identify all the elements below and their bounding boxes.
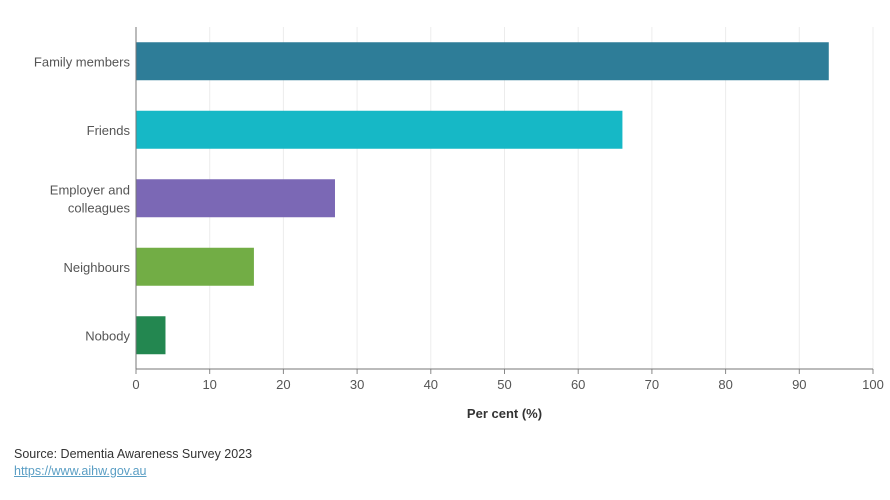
source-note: Source: Dementia Awareness Survey 2023 h… <box>14 446 252 480</box>
bar-chart: Family members Friends Employer and colleag… <box>34 27 884 421</box>
x-tick-label: 0 <box>132 377 139 392</box>
bar[interactable] <box>136 247 254 286</box>
category-label: Neighbours <box>64 260 131 275</box>
bar[interactable] <box>136 179 335 218</box>
x-tick-label: 10 <box>202 377 216 392</box>
category-label: Employer and colleagues <box>50 182 131 215</box>
x-tick-label: 40 <box>424 377 438 392</box>
bar[interactable] <box>136 42 829 81</box>
chart-container: Family members Friends Employer and colleag… <box>34 27 884 421</box>
bar[interactable] <box>136 110 623 149</box>
x-tick-label: 60 <box>571 377 585 392</box>
x-tick-labels: 0 10 20 30 40 50 60 70 80 90 100 <box>132 377 883 392</box>
x-tick-label: 80 <box>718 377 732 392</box>
category-labels: Family members Friends Employer and colleag… <box>34 54 131 343</box>
x-tick-label: 70 <box>645 377 659 392</box>
source-text: Source: Dementia Awareness Survey 2023 <box>14 447 253 461</box>
category-label: Friends <box>87 123 131 138</box>
grid-lines <box>209 27 874 369</box>
axes <box>135 27 874 374</box>
x-tick-label: 90 <box>792 377 806 392</box>
bar[interactable] <box>136 316 166 355</box>
category-label: Family members <box>34 54 131 69</box>
bars <box>136 42 829 355</box>
x-tick-label: 50 <box>497 377 511 392</box>
x-tick-label: 30 <box>350 377 364 392</box>
category-label: Nobody <box>85 328 130 343</box>
source-link[interactable]: https://www.aihw.gov.au <box>14 464 147 478</box>
x-axis-title: Per cent (%) <box>467 406 542 421</box>
x-tick-label: 20 <box>276 377 290 392</box>
x-tick-label: 100 <box>862 377 884 392</box>
